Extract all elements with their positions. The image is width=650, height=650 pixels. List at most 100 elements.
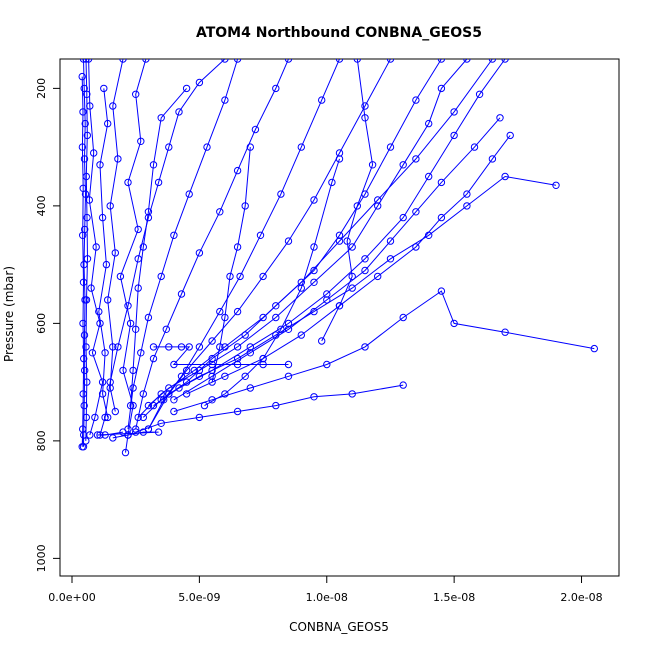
- series-profile: [132, 381, 407, 436]
- data-point: [496, 114, 504, 122]
- series-profile: [84, 59, 107, 439]
- series-line: [153, 346, 289, 365]
- data-point: [102, 260, 111, 269]
- x-tick-label: 2.0e-08: [560, 591, 602, 604]
- data-point: [335, 237, 344, 245]
- data-point: [361, 343, 369, 351]
- data-point: [134, 413, 142, 422]
- data-point: [175, 108, 183, 116]
- data-point: [90, 149, 98, 157]
- data-point: [195, 343, 204, 351]
- data-point: [208, 360, 216, 369]
- data-point: [98, 378, 107, 386]
- data-point: [297, 331, 305, 339]
- data-point: [310, 278, 318, 286]
- data-point: [182, 84, 191, 93]
- data-point: [233, 343, 242, 351]
- data-point: [399, 313, 407, 322]
- series-line: [107, 59, 124, 412]
- data-point: [501, 59, 509, 63]
- data-point: [87, 284, 95, 292]
- data-point: [208, 337, 216, 345]
- data-point: [297, 284, 305, 292]
- series-line: [321, 59, 374, 342]
- data-point: [241, 372, 249, 380]
- data-point: [83, 131, 92, 140]
- data-point: [386, 143, 395, 151]
- data-point: [203, 143, 211, 151]
- data-point: [386, 237, 395, 245]
- data-point: [412, 208, 420, 216]
- data-point: [590, 344, 598, 353]
- data-point: [114, 155, 122, 163]
- data-point: [437, 287, 446, 295]
- series-line: [204, 158, 340, 407]
- data-point: [412, 243, 420, 251]
- data-point: [374, 202, 382, 210]
- data-point: [160, 396, 168, 404]
- x-tick-label: 5.0e-09: [178, 591, 220, 604]
- data-point: [177, 343, 186, 351]
- series-line: [97, 431, 159, 439]
- data-point: [412, 96, 420, 104]
- data-point: [284, 325, 293, 333]
- data-point: [323, 360, 331, 369]
- series-profile: [132, 59, 293, 433]
- data-point: [139, 390, 148, 398]
- data-point: [208, 372, 216, 380]
- series-profile: [200, 155, 344, 410]
- data-point: [165, 343, 173, 351]
- data-point: [79, 108, 87, 116]
- data-point: [475, 90, 484, 99]
- data-point: [241, 331, 249, 339]
- data-point: [83, 213, 91, 222]
- data-point: [195, 372, 204, 380]
- series-profile: [116, 59, 150, 457]
- data-point: [109, 343, 117, 351]
- data-point: [154, 428, 163, 436]
- data-point: [399, 213, 407, 222]
- data-point: [80, 84, 88, 93]
- x-axis-label: CONBNA_GEOS5: [289, 620, 389, 634]
- data-point: [165, 390, 173, 398]
- data-point: [96, 161, 104, 169]
- data-point: [425, 119, 433, 128]
- y-tick-label: 400: [35, 195, 48, 216]
- series-profile: [170, 114, 504, 404]
- data-point: [104, 119, 112, 128]
- data-point: [195, 78, 204, 87]
- data-point: [361, 255, 369, 263]
- chart-title: ATOM4 Northbound CONBNA_GEOS5: [196, 25, 482, 41]
- data-point: [310, 243, 318, 251]
- data-point: [100, 84, 108, 93]
- data-point: [221, 96, 229, 104]
- data-point: [328, 178, 336, 187]
- data-point: [79, 278, 88, 286]
- series-line: [81, 76, 85, 447]
- data-point: [129, 401, 137, 410]
- series-profile: [96, 59, 229, 439]
- series-profile: [208, 143, 255, 386]
- data-point: [425, 172, 433, 181]
- data-point: [162, 325, 171, 333]
- data-point: [195, 249, 204, 257]
- data-point: [88, 349, 97, 357]
- data-point: [272, 313, 280, 322]
- data-point: [195, 413, 204, 422]
- data-point: [109, 102, 117, 110]
- data-point: [129, 366, 137, 375]
- data-point: [233, 243, 242, 251]
- data-point: [437, 178, 446, 187]
- data-point: [216, 208, 224, 216]
- data-point: [165, 143, 173, 151]
- data-point: [284, 237, 293, 245]
- data-point: [297, 143, 305, 151]
- data-point: [119, 59, 127, 63]
- series-profile: [126, 84, 191, 410]
- data-point: [284, 59, 293, 63]
- data-point: [246, 349, 255, 357]
- data-point: [450, 131, 458, 140]
- series-line: [142, 59, 442, 418]
- data-point: [277, 325, 285, 333]
